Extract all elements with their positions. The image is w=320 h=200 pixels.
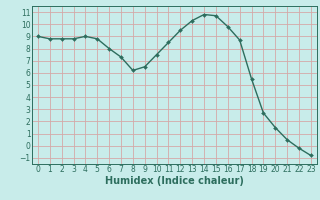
X-axis label: Humidex (Indice chaleur): Humidex (Indice chaleur) — [105, 176, 244, 186]
